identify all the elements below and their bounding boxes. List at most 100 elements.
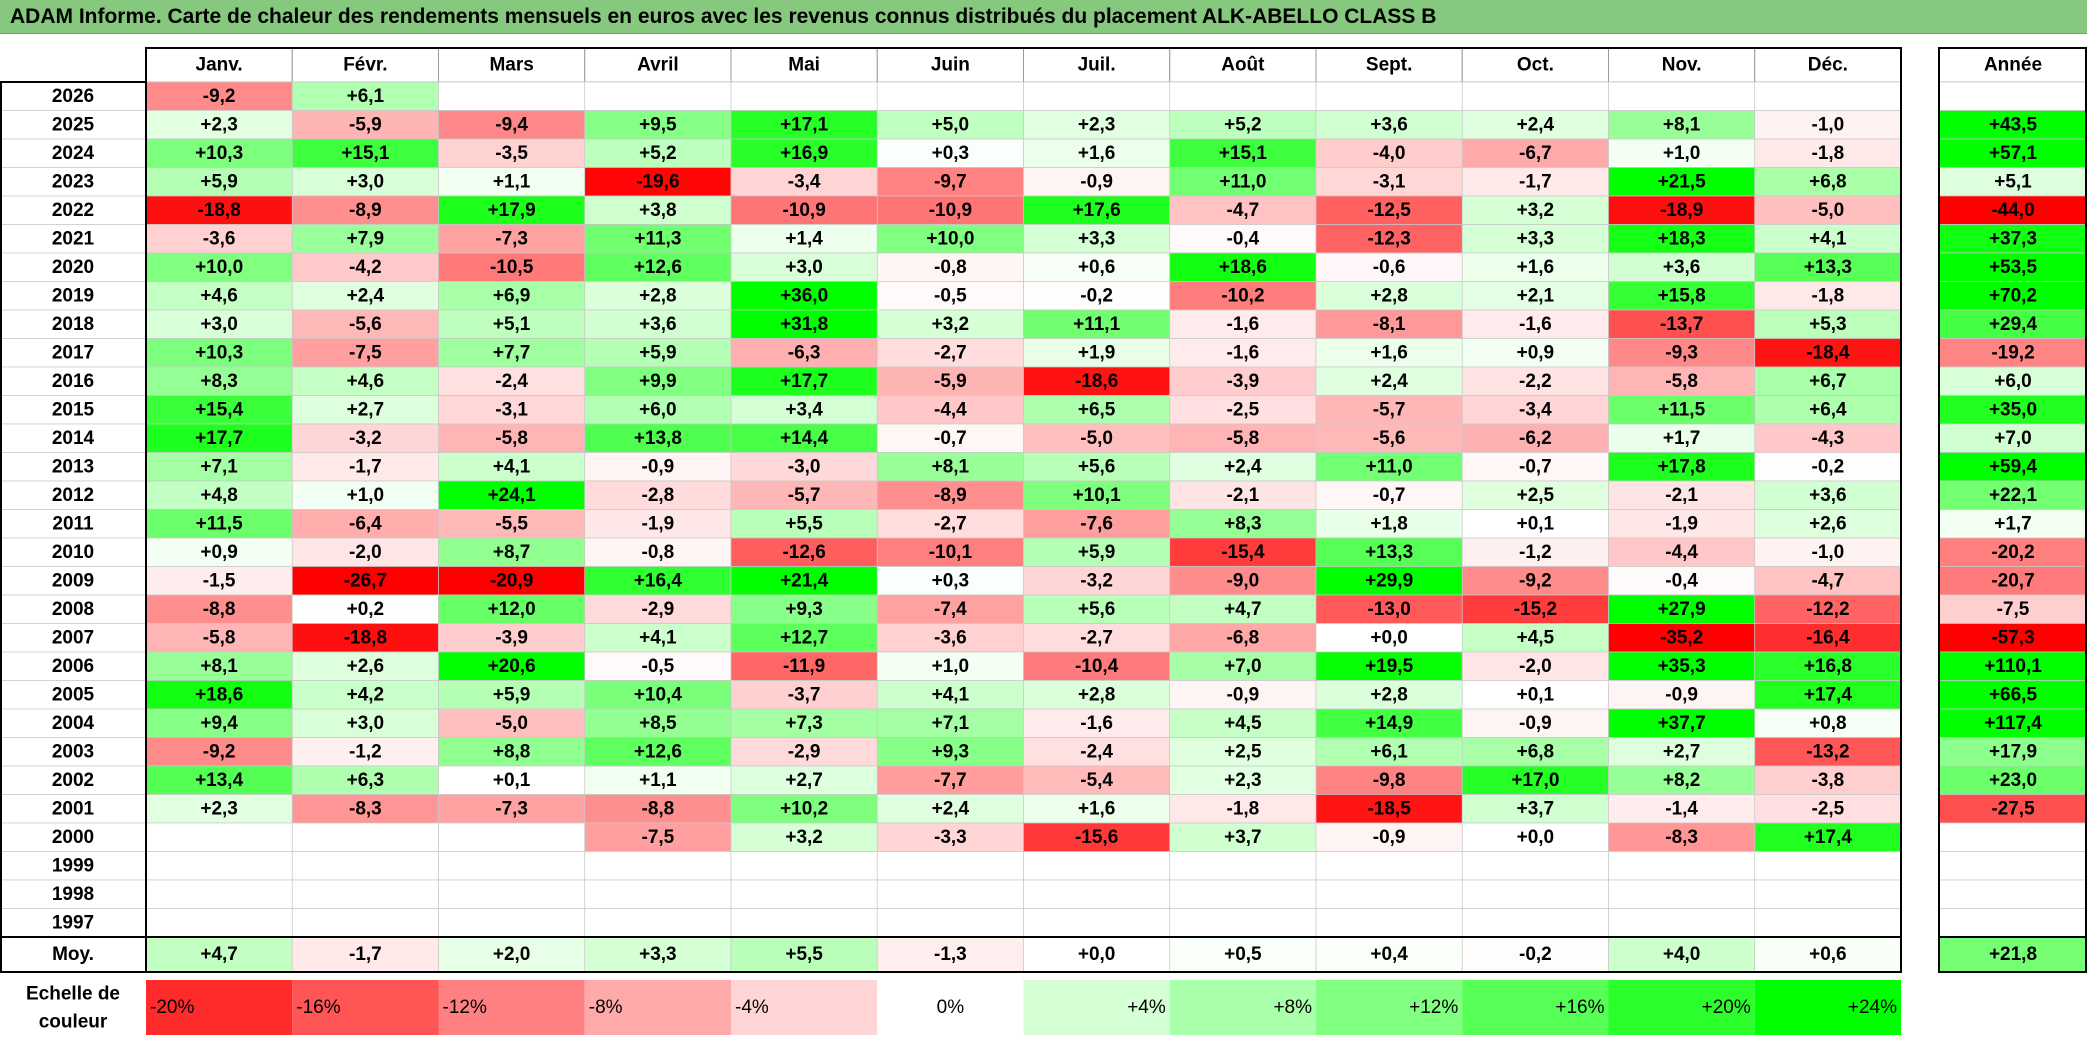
heatmap-cell (1461, 252, 1609, 282)
heatmap-cell-value: +5,9 (493, 684, 531, 705)
heatmap-cell-value: +17,4 (1804, 684, 1853, 705)
heatmap-cell-value: -2,0 (349, 542, 382, 563)
heatmap-cell-value: +4,1 (932, 684, 970, 705)
heatmap-cell (584, 651, 732, 681)
scale-step-label: -20% (150, 997, 194, 1018)
year-label: 2018 (52, 314, 94, 335)
heatmap-cell (1023, 138, 1171, 168)
heatmap-cell-value: -18,4 (1806, 342, 1850, 363)
heatmap-cell-value: -0,7 (934, 428, 967, 449)
heatmap-cell (1169, 651, 1317, 681)
heatmap-cell (291, 908, 439, 938)
heatmap-cell-value: -9,8 (1373, 770, 1406, 791)
annual-cell (1938, 594, 2087, 624)
average-label-cell (0, 936, 147, 973)
heatmap-cell-value: +4,6 (200, 285, 238, 306)
heatmap-cell (291, 423, 439, 453)
heatmap-cell (1754, 195, 1902, 225)
heatmap-cell (876, 822, 1024, 852)
heatmap-cell-value: -18,9 (1660, 200, 1703, 221)
heatmap-cell-value: -10,5 (490, 257, 534, 278)
heatmap-cell-value: -5,7 (1373, 399, 1406, 420)
heatmap-cell-value: -5,6 (349, 314, 382, 335)
scale-step-label: +12% (1409, 997, 1458, 1018)
heatmap-cell (1608, 737, 1756, 767)
heatmap-cell (1461, 765, 1609, 795)
heatmap-cell-value: +7,7 (493, 342, 531, 363)
annual-cell (1938, 879, 2087, 909)
heatmap-cell (730, 167, 878, 197)
heatmap-cell (1023, 566, 1171, 596)
heatmap-cell (1754, 822, 1902, 852)
heatmap-cell-value: +0,0 (1517, 827, 1555, 848)
heatmap-cell-value: +10,1 (1073, 485, 1122, 506)
heatmap-cell-value: -4,7 (1812, 570, 1845, 591)
heatmap-cell (1754, 908, 1902, 938)
annual-cell-value: -7,5 (1997, 599, 2030, 620)
heatmap-cell-value: -15,2 (1514, 599, 1557, 620)
heatmap-cell-value: +3,2 (785, 827, 823, 848)
heatmap-cell (730, 594, 878, 624)
heatmap-cell (438, 309, 586, 339)
heatmap-cell-value: +2,6 (347, 656, 385, 677)
heatmap-cell-value: +4,6 (347, 371, 385, 392)
heatmap-cell-value: +3,0 (200, 314, 238, 335)
heatmap-cell (1754, 480, 1902, 510)
heatmap-cell-value: +5,2 (1224, 114, 1262, 135)
year-label: 2003 (52, 741, 94, 762)
heatmap-cell (1461, 851, 1609, 881)
year-cell (0, 822, 147, 852)
heatmap-cell-value: -2,7 (1080, 627, 1113, 648)
heatmap-cell (584, 195, 732, 225)
heatmap-cell (730, 623, 878, 653)
annual-cell-value: +110,1 (1984, 656, 2042, 677)
column-header-label: Mars (489, 55, 533, 76)
column-header-label: Janv. (196, 55, 243, 76)
annual-cell (1938, 908, 2087, 938)
heatmap-cell-value: +4,2 (347, 684, 385, 705)
heatmap-cell-value: +6,3 (347, 770, 385, 791)
heatmap-cell (438, 138, 586, 168)
heatmap-cell (1023, 794, 1171, 824)
heatmap-cell (1461, 224, 1609, 254)
heatmap-cell (584, 851, 732, 881)
heatmap-cell-value: -13,7 (1660, 314, 1703, 335)
heatmap-cell-value: +1,7 (1663, 428, 1701, 449)
heatmap-cell (1608, 138, 1756, 168)
heatmap-cell (1023, 195, 1171, 225)
heatmap-cell-value: -0,7 (1519, 456, 1552, 477)
heatmap-cell-value: +7,1 (932, 713, 970, 734)
heatmap-cell-value: +7,3 (785, 713, 823, 734)
heatmap-cell-value: -4,4 (934, 399, 967, 420)
heatmap-cell (876, 281, 1024, 311)
heatmap-cell (291, 822, 439, 852)
heatmap-cell-value: -3,6 (203, 228, 236, 249)
average-cell-value: -0,2 (1519, 944, 1552, 965)
heatmap-cell-value: -0,2 (1080, 285, 1113, 306)
annual-cell-value: +59,4 (1989, 456, 2038, 477)
heatmap-cell-value: +13,3 (1804, 257, 1852, 278)
heatmap-cell-value: -1,7 (1519, 171, 1552, 192)
annual-cell (1938, 452, 2087, 482)
heatmap-cell-value: +3,3 (1078, 228, 1116, 249)
column-header-cell (1023, 47, 1171, 83)
heatmap-cell (1023, 252, 1171, 282)
heatmap-cell-value: +8,1 (1663, 114, 1701, 135)
heatmap-cell-value: -3,5 (495, 143, 528, 164)
average-cell-value: +0,6 (1809, 944, 1847, 965)
heatmap-cell-value: -6,2 (1519, 428, 1552, 449)
year-label: 2001 (52, 798, 95, 819)
heatmap-cell-value: +0,0 (1370, 627, 1408, 648)
heatmap-cell-value: -35,2 (1660, 627, 1703, 648)
column-header-cell (1315, 47, 1463, 83)
heatmap-cell (1461, 366, 1609, 396)
heatmap-cell-value: -0,7 (1373, 485, 1406, 506)
heatmap-cell-value: -10,4 (1075, 656, 1119, 677)
column-header-label: Oct. (1517, 55, 1554, 76)
heatmap-cell-value: -10,9 (782, 200, 825, 221)
heatmap-cell (876, 851, 1024, 881)
heatmap-cell-value: +4,1 (639, 627, 677, 648)
annual-cell-value: +22,1 (1989, 485, 2038, 506)
annual-cell (1938, 81, 2087, 111)
heatmap-cell (1754, 423, 1902, 453)
